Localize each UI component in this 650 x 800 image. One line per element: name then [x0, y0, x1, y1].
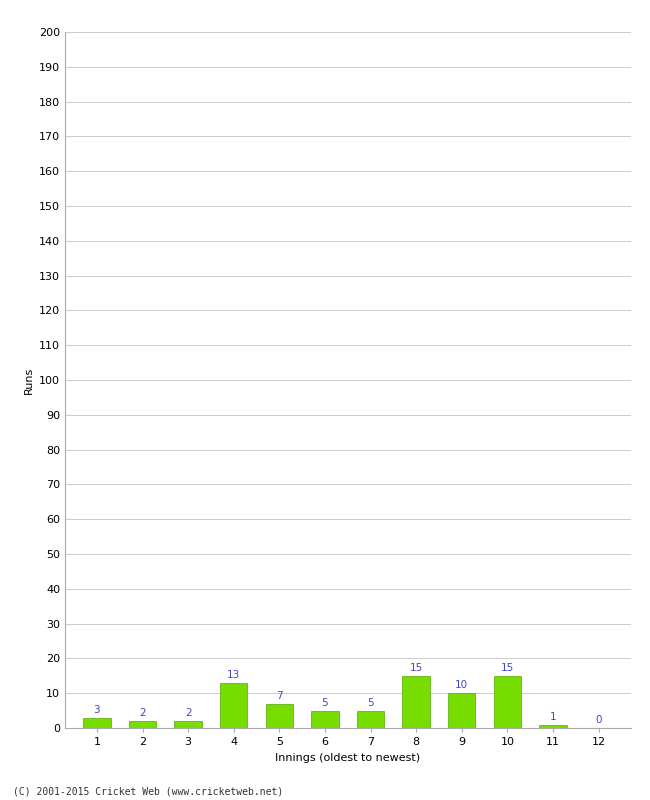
Text: 2: 2 [185, 708, 192, 718]
Bar [311, 710, 339, 728]
Text: 15: 15 [500, 663, 514, 673]
Text: 5: 5 [367, 698, 374, 708]
Text: 0: 0 [595, 715, 602, 726]
Bar [129, 721, 156, 728]
Bar [540, 725, 567, 728]
Text: 5: 5 [322, 698, 328, 708]
Text: 10: 10 [455, 681, 468, 690]
Text: (C) 2001-2015 Cricket Web (www.cricketweb.net): (C) 2001-2015 Cricket Web (www.cricketwe… [13, 786, 283, 796]
Bar [266, 704, 293, 728]
Bar [357, 710, 384, 728]
Bar [448, 693, 475, 728]
Text: 13: 13 [227, 670, 240, 680]
Y-axis label: Runs: Runs [23, 366, 33, 394]
Text: 15: 15 [410, 663, 422, 673]
Bar [174, 721, 202, 728]
Bar [494, 676, 521, 728]
Text: 7: 7 [276, 691, 283, 701]
Text: 1: 1 [550, 712, 556, 722]
Bar [83, 718, 111, 728]
Text: 3: 3 [94, 705, 100, 714]
Text: 2: 2 [139, 708, 146, 718]
Bar [402, 676, 430, 728]
X-axis label: Innings (oldest to newest): Innings (oldest to newest) [275, 753, 421, 762]
Bar [220, 682, 248, 728]
